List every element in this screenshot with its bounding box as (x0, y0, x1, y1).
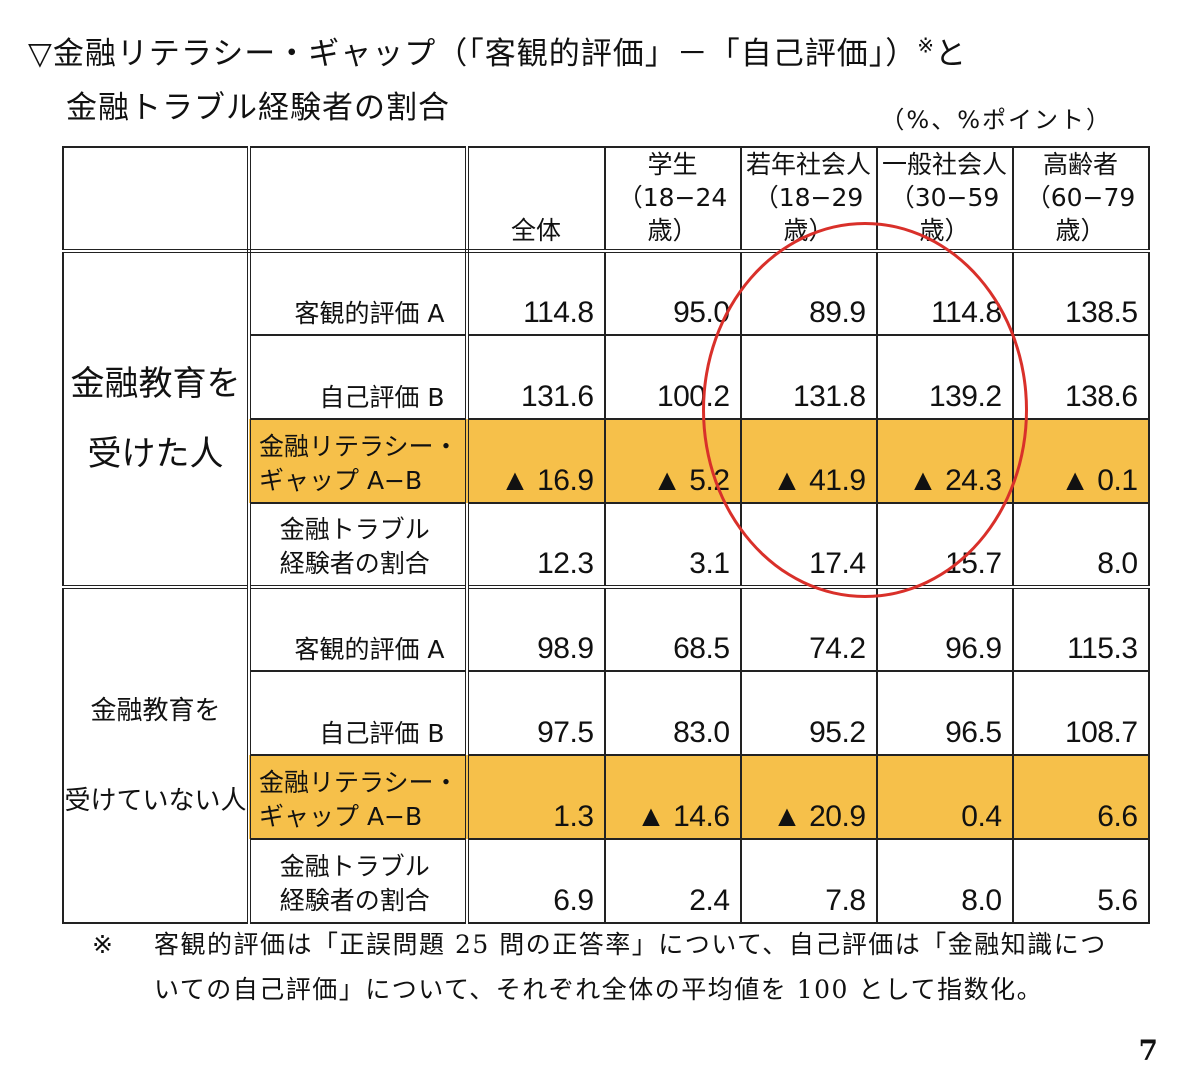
footnote-text: 客観的評価は「正誤問題 25 問の正答率」について、自己評価は「金融知識について… (154, 930, 1107, 1004)
title-line-1: ▽金融リテラシー・ギャップ（「客観的評価」－「自己評価」）※と (28, 28, 967, 73)
footnote-mark: ※ (92, 930, 113, 959)
table-cell: 98.9 (465, 585, 606, 672)
table-cell: 2.4 (603, 838, 742, 924)
title-line-1-text: ▽金融リテラシー・ギャップ（「客観的評価」－「自己評価」） (28, 36, 918, 72)
column-header-elderly: 高齢者 （60−79歳） (1011, 146, 1150, 253)
row-label: 自己評価 B (248, 670, 469, 756)
table-cell: 7.8 (739, 838, 878, 924)
header-empty-cell (248, 146, 469, 253)
row-label-line2: 経験者の割合 (279, 549, 430, 578)
header-row: 全体 学生 （18−24歳） 若年社会人 （18−29歳） 一般社会人 （30−59歳… (62, 146, 1150, 253)
header-empty-cell (62, 146, 251, 253)
table-cell: 17.4 (739, 502, 878, 588)
row-label: 金融リテラシー・ ギャップ A−B (248, 754, 469, 840)
table-cell: 131.6 (465, 334, 606, 420)
group-label-educated: 金融教育を 受けた人 (62, 249, 251, 588)
row-label-line2: ギャップ A−B (259, 802, 423, 831)
table-cell: 114.8 (875, 249, 1014, 336)
table-cell: 15.7 (875, 502, 1014, 588)
table-cell: 5.6 (1011, 838, 1150, 924)
table-cell: ▲ 14.6 (603, 754, 742, 840)
table-row: 金融教育を受けていない人 客観的評価 A 98.9 68.5 74.2 96.9… (62, 585, 1150, 924)
table-cell: 96.9 (875, 585, 1014, 672)
column-header-line1: 一般社会人 (882, 150, 1008, 179)
table-cell: ▲ 0.1 (1011, 418, 1150, 504)
group-label-line2: 受けていない人 (64, 785, 247, 816)
table-cell: 8.0 (875, 838, 1014, 924)
group-label-line2: 受けた人 (87, 434, 224, 474)
row-label-line1: 金融リテラシー・ (259, 432, 459, 461)
table-cell: 83.0 (603, 670, 742, 756)
table-cell: ▲ 24.3 (875, 418, 1014, 504)
table-cell: ▲ 16.9 (465, 418, 606, 504)
table-cell: 6.6 (1011, 754, 1150, 840)
table-row: 金融トラブル 経験者の割合 12.3 3.1 17.4 15.7 8.0 (63, 502, 1150, 588)
title-line-1-end: と (934, 36, 967, 72)
table-cell: ▲ 5.2 (603, 418, 742, 504)
row-label: 客観的評価 A (248, 249, 469, 336)
column-header-line1: 学生 (647, 150, 698, 179)
page-number: 7 (1138, 1034, 1158, 1067)
table-cell: 108.7 (1011, 670, 1150, 756)
column-header-line2: （18−29歳） (753, 183, 864, 245)
column-header-general-workers: 一般社会人 （30−59歳） (875, 146, 1014, 253)
table-cell: ▲ 41.9 (739, 418, 878, 504)
table-cell: 138.6 (1011, 334, 1150, 420)
row-label: 客観的評価 A (248, 585, 469, 672)
column-header-line1: 若年社会人 (746, 150, 872, 179)
table-cell: 139.2 (875, 334, 1014, 420)
group-label-line1: 金融教育を (90, 695, 221, 726)
table-cell: 114.8 (465, 249, 606, 336)
table-cell: 68.5 (603, 585, 742, 672)
table-cell: 74.2 (739, 585, 878, 672)
row-label: 金融リテラシー・ ギャップ A−B (248, 418, 469, 504)
table-cell: 6.9 (465, 838, 606, 924)
table-cell: 97.5 (465, 670, 606, 756)
table-cell: 100.2 (603, 334, 742, 420)
table-cell: 95.0 (603, 249, 742, 336)
table-cell: 89.9 (739, 249, 878, 336)
table-row: 自己評価 B 97.5 83.0 95.2 96.5 108.7 (63, 670, 1150, 756)
table-cell: 0.4 (875, 754, 1014, 840)
column-header-all: 全体 (465, 146, 606, 253)
row-label: 金融トラブル 経験者の割合 (248, 502, 469, 588)
row-label: 金融トラブル 経験者の割合 (248, 838, 469, 924)
data-table: 全体 学生 （18−24歳） 若年社会人 （18−29歳） 一般社会人 （30−59歳… (62, 146, 1150, 924)
table-cell: 8.0 (1011, 502, 1150, 588)
column-header-line2: （30−59歳） (889, 183, 1000, 245)
row-label: 自己評価 B (248, 334, 469, 420)
column-header-line2: （18−24歳） (617, 183, 728, 245)
row-label-line2: 経験者の割合 (279, 886, 430, 915)
column-header-young-workers: 若年社会人 （18−29歳） (739, 146, 878, 253)
column-header-line2: 全体 (511, 216, 562, 245)
table-cell: 138.5 (1011, 249, 1150, 336)
table-cell: 96.5 (875, 670, 1014, 756)
group-label-line1: 金融教育を (70, 364, 241, 404)
row-label-line2: ギャップ A−B (259, 466, 423, 495)
footnote: ※ 客観的評価は「正誤問題 25 問の正答率」について、自己評価は「金融知識につ… (92, 922, 1122, 1012)
table-cell: ▲ 20.9 (739, 754, 878, 840)
column-header-line2: （60−79歳） (1025, 183, 1136, 245)
table-row: 金融教育を 受けた人 客観的評価 A 114.8 95.0 89.9 114.8 … (62, 249, 1150, 588)
table-cell: 95.2 (739, 670, 878, 756)
table-cell: 131.8 (739, 334, 878, 420)
table-cell: 12.3 (465, 502, 606, 588)
column-header-students: 学生 （18−24歳） (603, 146, 742, 253)
title-line-2: 金融トラブル経験者の割合 (66, 90, 450, 126)
table-cell: 1.3 (465, 754, 606, 840)
table-cell: 115.3 (1011, 585, 1150, 672)
table-row-gap: 金融リテラシー・ ギャップ A−B 1.3 ▲ 14.6 ▲ 20.9 0.4 6… (63, 754, 1150, 840)
table-row-gap: 金融リテラシー・ ギャップ A−B ▲ 16.9 ▲ 5.2 ▲ 41.9 ▲ 2… (63, 418, 1150, 504)
row-label-line1: 金融リテラシー・ (259, 768, 459, 797)
table-cell: 3.1 (603, 502, 742, 588)
row-label-line1: 金融トラブル (279, 515, 430, 544)
title-note-mark: ※ (917, 33, 935, 58)
table-row: 自己評価 B 131.6 100.2 131.8 139.2 138.6 (63, 334, 1150, 420)
table-row: 金融トラブル 経験者の割合 6.9 2.4 7.8 8.0 5.6 (63, 838, 1150, 924)
unit-label: （%、%ポイント） (880, 106, 1112, 134)
column-header-line1: 高齢者 (1043, 150, 1119, 179)
group-label-not-educated: 金融教育を受けていない人 (62, 585, 251, 924)
row-label-line1: 金融トラブル (279, 852, 430, 881)
